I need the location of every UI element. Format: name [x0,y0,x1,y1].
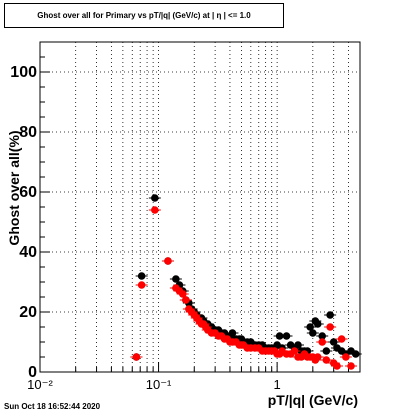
y-tick-label: 40 [19,244,37,261]
marker [347,362,355,370]
data-point [331,362,344,370]
data-point [130,353,143,361]
data-point [311,320,324,328]
data-point [176,290,189,298]
chart-title: Ghost over all for Primary vs pT/|q| (Ge… [4,3,284,28]
data-point [304,323,317,331]
data-point [316,332,329,340]
data-point [306,329,319,337]
data-point [148,206,161,214]
marker [164,257,172,265]
marker [172,275,180,283]
data-point [345,362,358,370]
marker [306,323,314,331]
marker [151,206,159,214]
data-point [349,350,362,358]
marker [294,341,302,349]
data-point [288,347,301,355]
data-point [320,347,333,355]
data-point [335,335,348,343]
marker [329,338,338,346]
marker [151,194,159,202]
marker [342,353,350,361]
marker [318,332,327,340]
data-point [148,194,161,202]
data-point [320,356,333,364]
marker [351,350,360,358]
y-tick-label: 100 [10,64,37,81]
series-red [130,206,358,370]
y-tick-label: 20 [19,304,37,321]
marker [228,329,237,337]
marker [137,281,146,289]
data-point [324,323,337,331]
data-point [311,353,324,361]
data-point [226,329,239,337]
marker [309,329,317,337]
data-point [135,281,148,289]
marker [313,353,322,361]
marker [326,323,334,331]
x-axis-label: pT/|q| (GeV/c) [268,392,358,408]
marker [182,296,190,304]
x-tick-label: 1 [274,377,281,392]
marker [137,272,146,280]
marker [326,311,334,319]
data-point [327,338,340,346]
data-point [161,257,174,265]
x-tick-label: 10⁻² [27,377,53,392]
marker [275,332,284,340]
marker [322,347,331,355]
data-point [179,296,192,304]
y-tick-label: 0 [28,364,37,381]
x-tick-label: 10⁻¹ [146,377,172,392]
y-axis-label: Ghost over all(%) [6,130,22,245]
marker [290,347,299,355]
data-point [280,332,293,340]
marker [313,320,322,328]
marker [333,362,341,370]
series-black [130,194,362,361]
data-point [292,341,305,349]
data-point [324,311,337,319]
data-point [135,272,148,280]
marker [318,338,327,346]
y-tick-label: 60 [19,184,37,201]
y-tick-label: 80 [19,124,37,141]
marker [178,290,187,298]
marker [132,353,141,361]
data-point [316,338,329,346]
marker [322,356,331,364]
marker [337,335,346,343]
axis-ticks: 10⁻² 10⁻¹ 1 0 20 40 60 80 100 [10,41,361,392]
marker [282,332,291,340]
timestamp: Sun Oct 18 16:52:44 2020 [4,402,101,411]
data-point [169,275,182,283]
data-point [339,353,352,361]
